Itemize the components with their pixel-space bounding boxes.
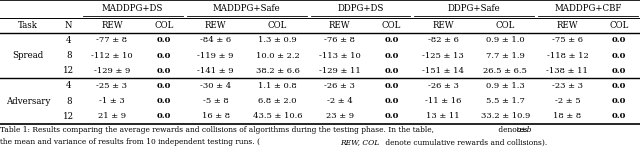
- Text: 38.2 ± 6.6: 38.2 ± 6.6: [256, 67, 300, 75]
- Text: -129 ± 9: -129 ± 9: [94, 67, 130, 75]
- Text: -82 ± 6: -82 ± 6: [428, 36, 459, 44]
- Text: 0.0: 0.0: [384, 67, 399, 75]
- Text: -77 ± 8: -77 ± 8: [97, 36, 127, 44]
- Text: 12: 12: [63, 112, 74, 121]
- Text: REW: REW: [557, 21, 578, 30]
- Text: Adversary: Adversary: [6, 97, 51, 105]
- Text: -119 ± 9: -119 ± 9: [197, 52, 234, 60]
- Text: -2 ± 4: -2 ± 4: [327, 97, 353, 105]
- Text: 0.0: 0.0: [157, 52, 171, 60]
- Text: -26 ± 3: -26 ± 3: [324, 82, 355, 90]
- Text: 33.2 ± 10.9: 33.2 ± 10.9: [481, 112, 530, 120]
- Text: DDPG+Safe: DDPG+Safe: [448, 4, 500, 13]
- Text: -118 ± 12: -118 ± 12: [547, 52, 588, 60]
- Text: 0.9 ± 1.3: 0.9 ± 1.3: [486, 82, 525, 90]
- Text: COL: COL: [609, 21, 629, 30]
- Text: -26 ± 3: -26 ± 3: [428, 82, 459, 90]
- Text: 0.0: 0.0: [384, 112, 399, 120]
- Text: 0.0: 0.0: [612, 36, 627, 44]
- Text: MADDPG+DS: MADDPG+DS: [102, 4, 163, 13]
- Text: COL: COL: [495, 21, 515, 30]
- Text: denote cumulative rewards and collisions).: denote cumulative rewards and collisions…: [383, 138, 547, 146]
- Text: 7.7 ± 1.9: 7.7 ± 1.9: [486, 52, 525, 60]
- Text: 0.0: 0.0: [157, 97, 171, 105]
- Text: 0.0: 0.0: [612, 67, 627, 75]
- Text: 1.1 ± 0.8: 1.1 ± 0.8: [259, 82, 297, 90]
- Text: 0.0: 0.0: [612, 97, 627, 105]
- Text: REW: REW: [329, 21, 351, 30]
- Text: -30 ± 4: -30 ± 4: [200, 82, 231, 90]
- Text: -5 ± 8: -5 ± 8: [203, 97, 228, 105]
- Text: -25 ± 3: -25 ± 3: [97, 82, 127, 90]
- Text: 0.0: 0.0: [612, 82, 627, 90]
- Text: 21 ± 9: 21 ± 9: [98, 112, 126, 120]
- Text: 0.0: 0.0: [612, 112, 627, 120]
- Text: -112 ± 10: -112 ± 10: [91, 52, 132, 60]
- Text: REW: REW: [205, 21, 227, 30]
- Text: 0.0: 0.0: [157, 67, 171, 75]
- Text: 0.0: 0.0: [384, 36, 399, 44]
- Text: -129 ± 11: -129 ± 11: [319, 67, 360, 75]
- Text: 23 ± 9: 23 ± 9: [326, 112, 354, 120]
- Text: COL: COL: [382, 21, 401, 30]
- Text: 5.5 ± 1.7: 5.5 ± 1.7: [486, 97, 525, 105]
- Text: 0.9 ± 1.0: 0.9 ± 1.0: [486, 36, 525, 44]
- Text: -11 ± 16: -11 ± 16: [425, 97, 461, 105]
- Text: 26.5 ± 6.5: 26.5 ± 6.5: [483, 67, 527, 75]
- Text: -1 ± 3: -1 ± 3: [99, 97, 125, 105]
- Text: COL: COL: [154, 21, 173, 30]
- Text: DDPG+DS: DDPG+DS: [337, 4, 383, 13]
- Text: MADDPG+Safe: MADDPG+Safe: [212, 4, 280, 13]
- Text: -75 ± 6: -75 ± 6: [552, 36, 583, 44]
- Text: 1.3 ± 0.9: 1.3 ± 0.9: [259, 36, 297, 44]
- Text: 0.0: 0.0: [157, 82, 171, 90]
- Text: 12: 12: [63, 66, 74, 75]
- Text: Task: Task: [19, 21, 38, 30]
- Text: 8: 8: [66, 51, 72, 60]
- Text: -125 ± 13: -125 ± 13: [422, 52, 464, 60]
- Text: REW: REW: [101, 21, 123, 30]
- Text: -113 ± 10: -113 ± 10: [319, 52, 360, 60]
- Text: 0.0: 0.0: [384, 52, 399, 60]
- Text: -76 ± 8: -76 ± 8: [324, 36, 355, 44]
- Text: the mean and variance of results from 10 independent testing runs. (: the mean and variance of results from 10…: [0, 138, 260, 146]
- Text: 4: 4: [66, 36, 72, 45]
- Text: REW: REW: [433, 21, 454, 30]
- Text: -138 ± 11: -138 ± 11: [547, 67, 588, 75]
- Text: MADDPG+CBF: MADDPG+CBF: [554, 4, 622, 13]
- Text: COL: COL: [268, 21, 287, 30]
- Text: denotes: denotes: [496, 126, 527, 134]
- Text: 18 ± 8: 18 ± 8: [553, 112, 582, 120]
- Text: 0.0: 0.0: [612, 52, 627, 60]
- Text: 10.0 ± 2.2: 10.0 ± 2.2: [256, 52, 300, 60]
- Text: -151 ± 14: -151 ± 14: [422, 67, 464, 75]
- Text: 0.0: 0.0: [384, 82, 399, 90]
- Text: -2 ± 5: -2 ± 5: [555, 97, 580, 105]
- Text: Table 1: Results comparing the average rewards and collisions of algorithms duri: Table 1: Results comparing the average r…: [0, 126, 436, 134]
- Text: a±b: a±b: [516, 126, 532, 134]
- Text: -141 ± 9: -141 ± 9: [197, 67, 234, 75]
- Text: 6.8 ± 2.0: 6.8 ± 2.0: [259, 97, 297, 105]
- Text: 0.0: 0.0: [384, 97, 399, 105]
- Text: 4: 4: [66, 81, 72, 90]
- Text: -84 ± 6: -84 ± 6: [200, 36, 231, 44]
- Text: -23 ± 3: -23 ± 3: [552, 82, 583, 90]
- Text: 16 ± 8: 16 ± 8: [202, 112, 230, 120]
- Text: 13 ± 11: 13 ± 11: [426, 112, 460, 120]
- Text: 0.0: 0.0: [157, 112, 171, 120]
- Text: Spread: Spread: [13, 51, 44, 60]
- Text: N: N: [65, 21, 72, 30]
- Text: 43.5 ± 10.6: 43.5 ± 10.6: [253, 112, 302, 120]
- Text: 0.0: 0.0: [157, 36, 171, 44]
- Text: 8: 8: [66, 97, 72, 105]
- Text: REW, COL: REW, COL: [340, 138, 380, 146]
